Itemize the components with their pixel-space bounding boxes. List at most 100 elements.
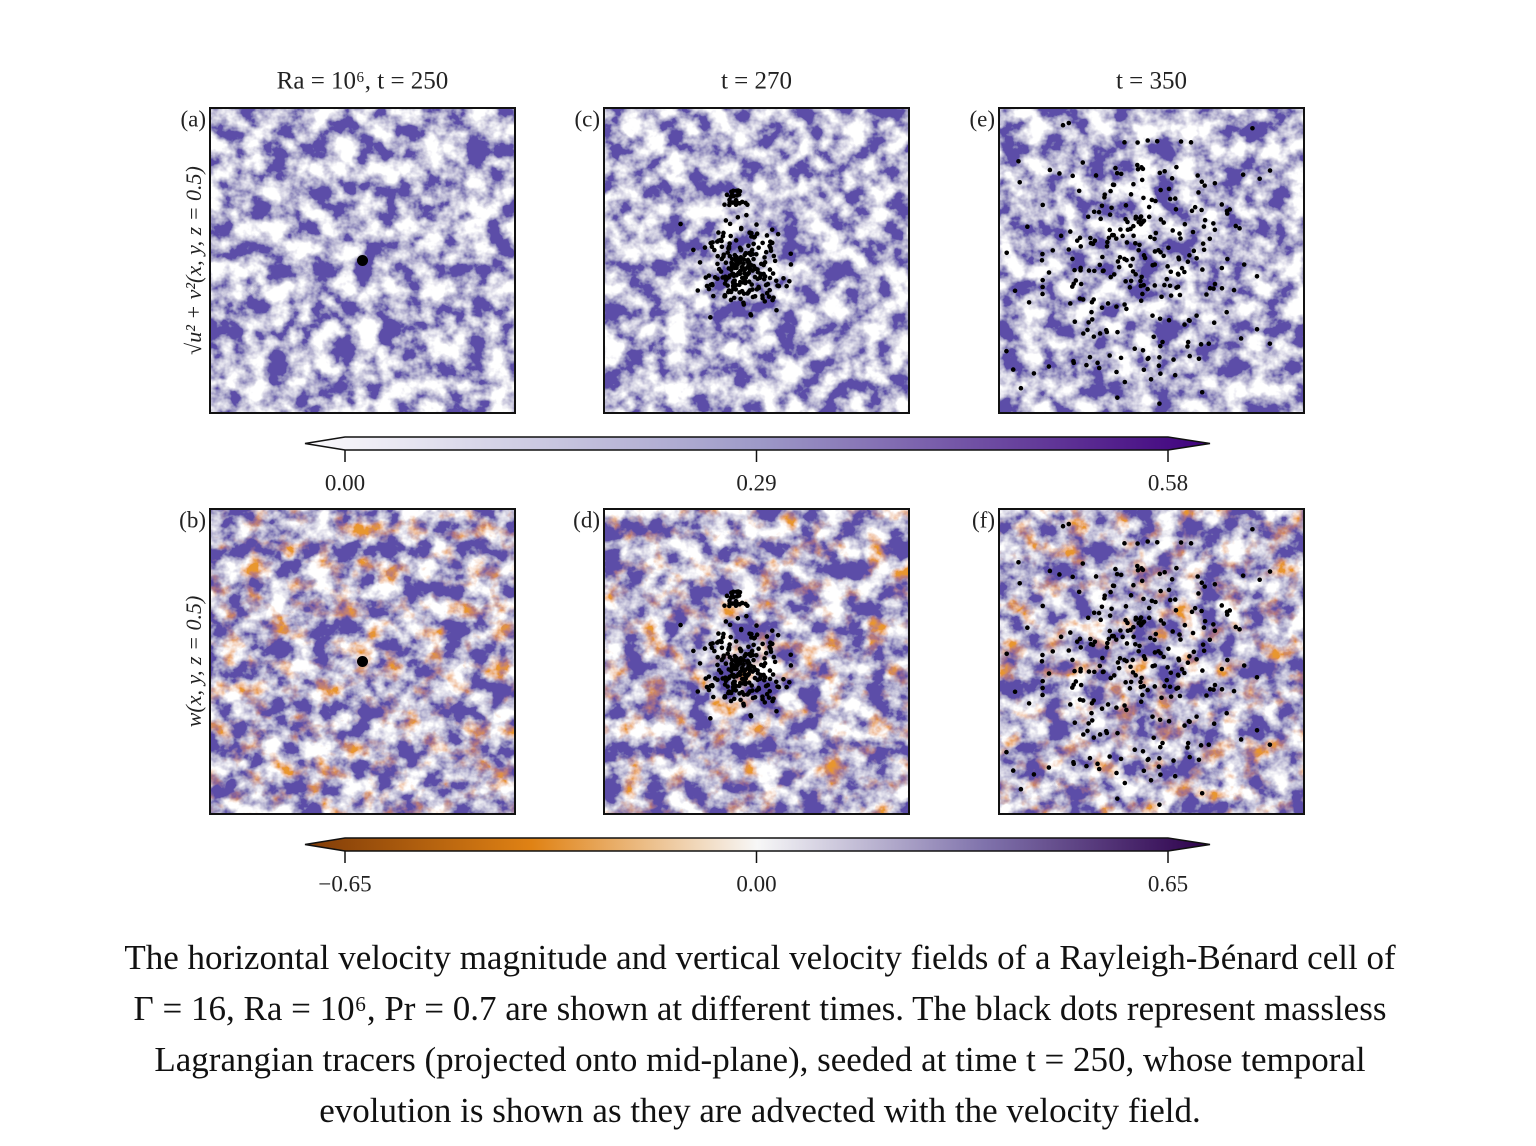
tracer bbox=[1177, 292, 1183, 298]
tracer bbox=[1131, 624, 1136, 630]
tracer bbox=[1130, 269, 1136, 274]
tracer bbox=[725, 250, 730, 255]
tracer bbox=[738, 296, 743, 302]
tracer bbox=[1145, 286, 1150, 292]
tracer bbox=[1109, 606, 1114, 612]
tracer bbox=[764, 233, 770, 238]
tracer bbox=[750, 294, 756, 300]
tracer bbox=[1201, 625, 1207, 630]
tracer bbox=[784, 684, 789, 690]
tracer bbox=[1187, 318, 1192, 324]
tracer bbox=[1090, 642, 1096, 648]
tracer bbox=[1105, 702, 1111, 707]
tracer bbox=[1198, 342, 1204, 347]
colorbar-tick-label: 0.65 bbox=[1148, 871, 1188, 896]
tracer bbox=[1185, 660, 1191, 666]
tracer bbox=[773, 679, 779, 685]
tracer bbox=[702, 646, 708, 651]
tracer bbox=[741, 257, 747, 262]
tracer bbox=[1092, 268, 1097, 274]
tracer bbox=[1198, 743, 1204, 748]
tracer bbox=[1188, 541, 1194, 546]
tracer bbox=[706, 687, 712, 693]
tracer bbox=[745, 257, 751, 263]
tracer bbox=[760, 694, 765, 699]
tracer bbox=[746, 279, 752, 284]
tracer bbox=[760, 293, 765, 298]
tracer bbox=[1070, 574, 1075, 580]
tracer bbox=[1157, 802, 1162, 807]
tracer bbox=[723, 661, 729, 666]
tracer bbox=[1138, 283, 1144, 289]
tracer bbox=[1080, 160, 1086, 165]
tracer bbox=[775, 231, 781, 237]
tracer bbox=[1182, 269, 1187, 275]
tracer bbox=[723, 260, 729, 265]
tracer bbox=[1091, 610, 1097, 616]
tracer bbox=[1160, 740, 1165, 746]
tracer bbox=[1122, 302, 1127, 307]
tracer bbox=[1057, 572, 1062, 577]
tracer bbox=[762, 661, 768, 666]
tracer bbox=[763, 249, 769, 255]
tracer bbox=[1072, 720, 1078, 725]
tracer bbox=[1138, 278, 1143, 284]
tracer bbox=[1072, 267, 1077, 273]
tracer bbox=[767, 243, 772, 249]
tracer bbox=[1078, 244, 1084, 249]
tracer bbox=[1267, 341, 1273, 346]
tracer bbox=[1187, 654, 1192, 659]
tracer bbox=[1140, 692, 1145, 698]
tracer bbox=[1097, 663, 1103, 669]
tracer bbox=[1161, 654, 1166, 660]
tracer bbox=[1111, 673, 1117, 678]
tracer bbox=[741, 261, 746, 266]
tracer bbox=[1107, 628, 1113, 634]
tracer bbox=[726, 647, 732, 652]
tracer bbox=[743, 250, 749, 256]
tracer bbox=[1040, 284, 1045, 290]
tracer bbox=[1039, 658, 1045, 664]
tracer bbox=[710, 683, 715, 689]
tracer bbox=[1169, 577, 1175, 582]
tracer bbox=[1207, 686, 1213, 692]
tracer bbox=[1152, 283, 1158, 288]
tracer bbox=[715, 654, 721, 660]
tracer bbox=[1031, 371, 1037, 376]
tracer bbox=[1111, 232, 1117, 238]
tracer bbox=[748, 313, 754, 318]
tracer bbox=[744, 212, 749, 218]
tracer bbox=[738, 697, 743, 703]
tracer bbox=[720, 233, 726, 239]
tracer bbox=[1127, 686, 1133, 691]
tracer bbox=[1200, 241, 1206, 246]
tracer bbox=[772, 659, 778, 665]
tracer bbox=[760, 641, 765, 647]
tracer bbox=[1114, 571, 1120, 577]
tracer bbox=[763, 683, 769, 689]
tracer bbox=[733, 659, 739, 664]
tracer bbox=[736, 593, 742, 598]
tracer bbox=[1173, 607, 1179, 613]
tracer bbox=[746, 680, 752, 685]
tracer bbox=[1100, 655, 1105, 661]
tracer bbox=[1105, 640, 1110, 646]
colorbar-tick-label: 0.00 bbox=[736, 871, 776, 896]
tracer bbox=[1187, 253, 1192, 258]
tracer bbox=[1158, 371, 1163, 376]
tracer bbox=[1231, 287, 1237, 293]
tracer bbox=[1135, 567, 1141, 573]
tracer bbox=[1102, 192, 1108, 197]
tracer bbox=[725, 690, 731, 696]
tracer bbox=[708, 716, 713, 721]
tracer bbox=[1157, 401, 1162, 406]
tracer bbox=[1140, 348, 1146, 353]
tracer bbox=[1254, 327, 1260, 332]
tracer bbox=[1196, 757, 1202, 763]
tracer bbox=[1131, 634, 1136, 640]
tracer bbox=[731, 188, 736, 194]
tracer bbox=[1018, 385, 1024, 391]
tracer bbox=[1070, 173, 1075, 179]
tracer bbox=[738, 226, 744, 232]
tracer bbox=[1105, 301, 1111, 306]
